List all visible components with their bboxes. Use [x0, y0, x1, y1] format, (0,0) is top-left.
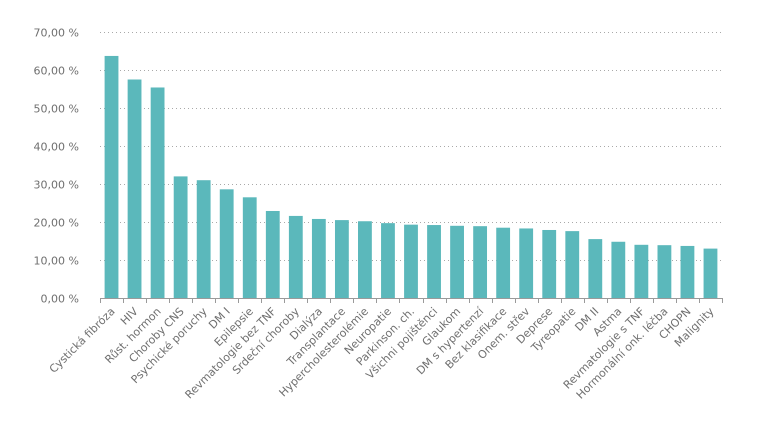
y-tick-label: 0,00 % — [41, 293, 79, 306]
bar — [611, 241, 626, 298]
bar — [703, 248, 718, 298]
y-tick-label: 40,00 % — [34, 141, 79, 154]
bar — [404, 224, 418, 298]
bar — [288, 215, 303, 298]
bar — [634, 244, 649, 298]
bar — [473, 226, 488, 298]
y-axis-ticks: 0,00 % 10,00 % 20,00 % 30,00 % 40,00 % 50,00 … — [34, 27, 79, 306]
bar — [265, 210, 280, 298]
y-tick-label: 30,00 % — [34, 179, 79, 192]
y-tick-label: 50,00 % — [34, 103, 79, 116]
bar — [588, 239, 603, 298]
bar — [358, 221, 372, 298]
bar — [519, 228, 534, 298]
bar — [496, 227, 511, 298]
bar — [196, 180, 211, 298]
bar — [127, 79, 142, 298]
bars — [104, 55, 718, 298]
bar — [450, 225, 464, 298]
y-tick-label: 60,00 % — [34, 65, 79, 78]
bar — [242, 197, 257, 298]
bar — [311, 218, 326, 298]
y-tick-label: 70,00 % — [34, 27, 79, 40]
y-tick-label: 10,00 % — [34, 255, 79, 268]
bar — [150, 87, 165, 298]
bar — [680, 245, 695, 298]
x-axis — [100, 298, 723, 303]
x-tick-label: Cystická fibróza — [47, 305, 118, 376]
y-tick-label: 20,00 % — [34, 217, 79, 230]
bar — [565, 231, 580, 298]
bar — [427, 225, 441, 298]
bar — [104, 55, 119, 298]
bar — [657, 245, 672, 298]
bar — [381, 223, 395, 298]
bar — [219, 189, 234, 298]
bar — [542, 229, 557, 298]
bar — [334, 220, 349, 298]
bar — [173, 176, 188, 298]
